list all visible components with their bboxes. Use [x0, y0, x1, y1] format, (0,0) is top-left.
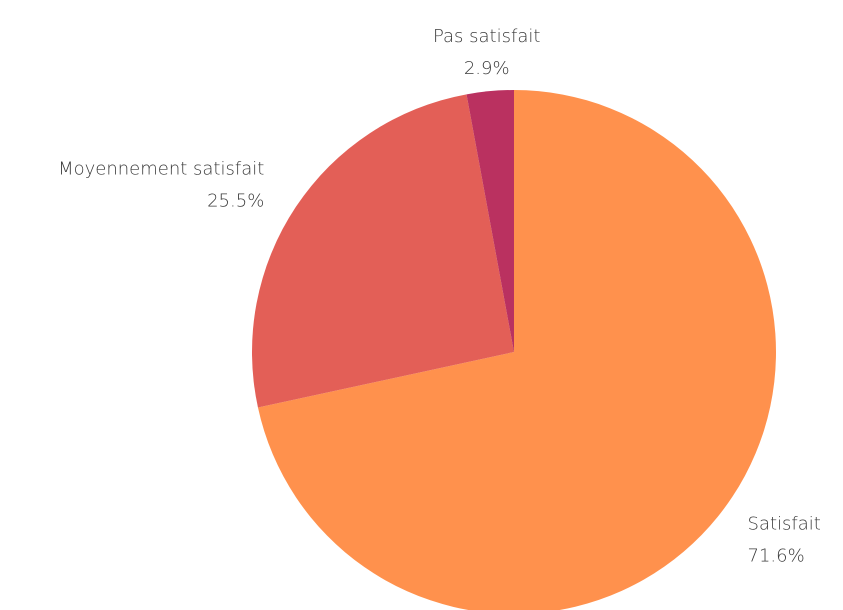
slice-label: Pas satisfait	[433, 26, 540, 47]
pie-slice	[466, 90, 514, 352]
slice-value-label: 2.9%	[464, 58, 510, 79]
slice-value-label: 25.5%	[207, 191, 264, 212]
slice-label: Satisfait	[748, 513, 821, 534]
slice-value-label: 71.6%	[748, 545, 805, 566]
pie-slice	[257, 90, 776, 610]
slice-label: Moyennement satisfait	[58, 159, 264, 180]
pie-slice	[251, 94, 514, 408]
